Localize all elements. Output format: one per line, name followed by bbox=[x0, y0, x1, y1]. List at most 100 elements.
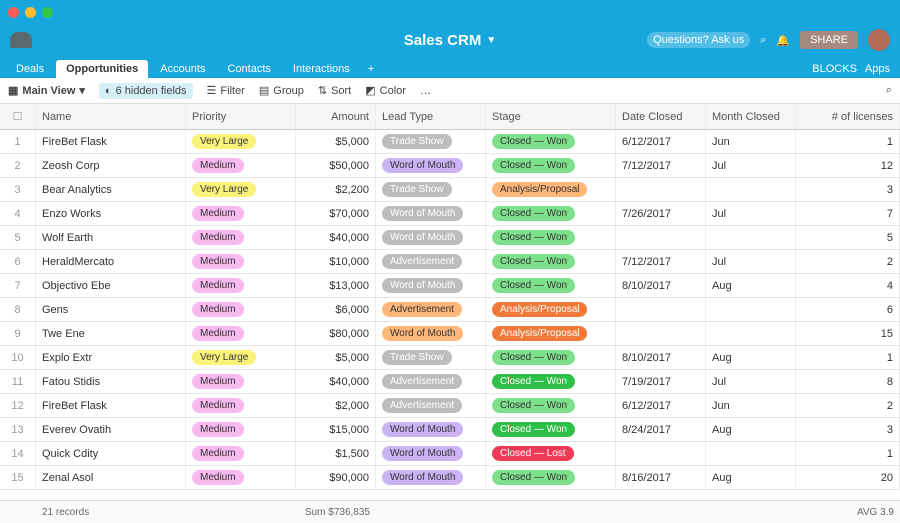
table-row[interactable]: 4 Enzo Works Medium $70,000 Word of Mouth Clo… bbox=[0, 202, 900, 226]
amount-cell[interactable]: $2,000 bbox=[296, 394, 376, 417]
amount-cell[interactable]: $5,000 bbox=[296, 346, 376, 369]
month-closed-cell[interactable] bbox=[706, 322, 796, 345]
app-logo-icon[interactable] bbox=[10, 32, 32, 48]
amount-cell[interactable]: $6,000 bbox=[296, 298, 376, 321]
tab-accounts[interactable]: Accounts bbox=[160, 63, 206, 75]
lead-type-cell[interactable]: Word of Mouth bbox=[376, 202, 486, 225]
bell-icon[interactable]: 🔔 bbox=[776, 34, 791, 47]
column-header-date-closed[interactable]: Date Closed bbox=[616, 104, 706, 129]
date-closed-cell[interactable] bbox=[616, 178, 706, 201]
amount-cell[interactable]: $2,200 bbox=[296, 178, 376, 201]
name-cell[interactable]: Twe Ene bbox=[36, 322, 186, 345]
name-cell[interactable]: Fatou Stidis bbox=[36, 370, 186, 393]
priority-cell[interactable]: Medium bbox=[186, 394, 296, 417]
search-icon[interactable]: ⌕ bbox=[885, 84, 892, 96]
month-closed-cell[interactable]: Jun bbox=[706, 130, 796, 153]
amount-cell[interactable]: $5,000 bbox=[296, 130, 376, 153]
maximize-window-button[interactable] bbox=[42, 6, 53, 18]
row-number[interactable]: 7 bbox=[0, 274, 36, 297]
column-header-amount[interactable]: Amount bbox=[296, 104, 376, 129]
lead-type-cell[interactable]: Word of Mouth bbox=[376, 418, 486, 441]
tab-opportunities[interactable]: Opportunities bbox=[56, 60, 149, 78]
date-closed-cell[interactable]: 8/24/2017 bbox=[616, 418, 706, 441]
licenses-cell[interactable]: 4 bbox=[796, 274, 900, 297]
priority-cell[interactable]: Very Large bbox=[186, 178, 296, 201]
tab-interactions[interactable]: Interactions bbox=[292, 63, 350, 75]
column-header-priority[interactable]: Priority bbox=[186, 104, 296, 129]
share-button[interactable]: SHARE bbox=[800, 31, 858, 49]
row-number[interactable]: 5 bbox=[0, 226, 36, 249]
stage-cell[interactable]: Closed — Won bbox=[486, 370, 616, 393]
table-row[interactable]: 7 Objectivo Ebe Medium $13,000 Word of Mouth… bbox=[0, 274, 900, 298]
row-number[interactable]: 8 bbox=[0, 298, 36, 321]
search-icon[interactable]: ⌕ bbox=[760, 33, 767, 46]
name-cell[interactable]: Bear Analytics bbox=[36, 178, 186, 201]
amount-cell[interactable]: $50,000 bbox=[296, 154, 376, 177]
amount-cell[interactable]: $40,000 bbox=[296, 226, 376, 249]
stage-cell[interactable]: Closed — Won bbox=[486, 130, 616, 153]
month-closed-cell[interactable]: Aug bbox=[706, 346, 796, 369]
hide-fields-button[interactable]: ◐ 6 hidden fields bbox=[98, 82, 193, 99]
name-cell[interactable]: Wolf Earth bbox=[36, 226, 186, 249]
row-number[interactable]: 10 bbox=[0, 346, 36, 369]
name-cell[interactable]: Everev Ovatih bbox=[36, 418, 186, 441]
color-button[interactable]: ◩ Color bbox=[365, 84, 406, 98]
priority-cell[interactable]: Very Large bbox=[186, 346, 296, 369]
lead-type-cell[interactable]: Word of Mouth bbox=[376, 442, 486, 465]
date-closed-cell[interactable] bbox=[616, 322, 706, 345]
name-cell[interactable]: FireBet Flask bbox=[36, 130, 186, 153]
table-row[interactable]: 5 Wolf Earth Medium $40,000 Word of Mouth Clo… bbox=[0, 226, 900, 250]
base-title[interactable]: Sales CRM ▼ bbox=[403, 31, 497, 49]
priority-cell[interactable]: Medium bbox=[186, 226, 296, 249]
stage-cell[interactable]: Closed — Won bbox=[486, 274, 616, 297]
column-header-licenses[interactable]: # of licenses bbox=[796, 104, 900, 129]
row-number[interactable]: 6 bbox=[0, 250, 36, 273]
name-cell[interactable]: Gens bbox=[36, 298, 186, 321]
row-number[interactable]: 13 bbox=[0, 418, 36, 441]
priority-cell[interactable]: Medium bbox=[186, 250, 296, 273]
licenses-cell[interactable]: 15 bbox=[796, 322, 900, 345]
month-closed-cell[interactable]: Aug bbox=[706, 466, 796, 489]
month-closed-cell[interactable]: Jul bbox=[706, 370, 796, 393]
amount-cell[interactable]: $90,000 bbox=[296, 466, 376, 489]
lead-type-cell[interactable]: Trade Show bbox=[376, 178, 486, 201]
licenses-cell[interactable]: 1 bbox=[796, 130, 900, 153]
lead-type-cell[interactable]: Word of Mouth bbox=[376, 154, 486, 177]
priority-cell[interactable]: Medium bbox=[186, 418, 296, 441]
licenses-cell[interactable]: 2 bbox=[796, 250, 900, 273]
column-header-stage[interactable]: Stage bbox=[486, 104, 616, 129]
month-closed-cell[interactable]: Jul bbox=[706, 154, 796, 177]
avatar[interactable] bbox=[868, 29, 890, 51]
amount-sum[interactable]: Sum $736,835 bbox=[304, 506, 370, 518]
row-number[interactable]: 3 bbox=[0, 178, 36, 201]
lead-type-cell[interactable]: Advertisement bbox=[376, 250, 486, 273]
stage-cell[interactable]: Closed — Lost bbox=[486, 442, 616, 465]
month-closed-cell[interactable]: Jun bbox=[706, 394, 796, 417]
month-closed-cell[interactable] bbox=[706, 442, 796, 465]
table-row[interactable]: 14 Quick Cdity Medium $1,500 Word of Mouth Cl… bbox=[0, 442, 900, 466]
date-closed-cell[interactable]: 8/10/2017 bbox=[616, 274, 706, 297]
priority-cell[interactable]: Medium bbox=[186, 202, 296, 225]
table-row[interactable]: 13 Everev Ovatih Medium $15,000 Word of Mout… bbox=[0, 418, 900, 442]
column-header-name[interactable]: Name bbox=[36, 104, 186, 129]
month-closed-cell[interactable]: Jul bbox=[706, 250, 796, 273]
priority-cell[interactable]: Medium bbox=[186, 154, 296, 177]
lead-type-cell[interactable]: Word of Mouth bbox=[376, 226, 486, 249]
licenses-cell[interactable]: 5 bbox=[796, 226, 900, 249]
licenses-cell[interactable]: 7 bbox=[796, 202, 900, 225]
name-cell[interactable]: FireBet Flask bbox=[36, 394, 186, 417]
licenses-cell[interactable]: 8 bbox=[796, 370, 900, 393]
table-row[interactable]: 6 HeraldMercato Medium $10,000 Advertisement… bbox=[0, 250, 900, 274]
help-button[interactable]: Questions? Ask us bbox=[647, 32, 751, 48]
lead-type-cell[interactable]: Word of Mouth bbox=[376, 274, 486, 297]
table-row[interactable]: 1 FireBet Flask Very Large $5,000 Trade Show… bbox=[0, 130, 900, 154]
licenses-average[interactable]: AVG 3.9 bbox=[856, 506, 894, 518]
lead-type-cell[interactable]: Advertisement bbox=[376, 298, 486, 321]
date-closed-cell[interactable]: 6/12/2017 bbox=[616, 130, 706, 153]
amount-cell[interactable]: $1,500 bbox=[296, 442, 376, 465]
tab-deals[interactable]: Deals bbox=[16, 63, 45, 75]
amount-cell[interactable]: $10,000 bbox=[296, 250, 376, 273]
group-button[interactable]: ▤ Group bbox=[258, 84, 304, 98]
lead-type-cell[interactable]: Word of Mouth bbox=[376, 466, 486, 489]
stage-cell[interactable]: Analysis/Proposal bbox=[486, 178, 616, 201]
